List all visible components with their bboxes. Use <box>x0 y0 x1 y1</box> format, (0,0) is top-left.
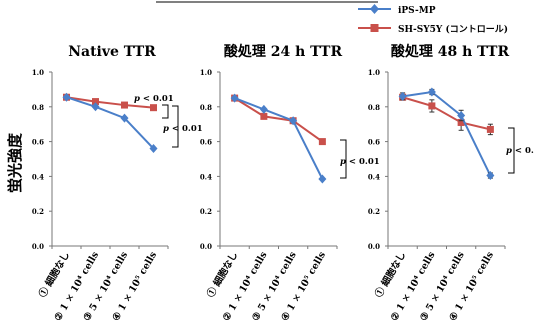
series-line-1 <box>66 96 154 109</box>
bracket-native-mid <box>162 104 169 119</box>
legend-square-marker-icon <box>370 24 379 32</box>
data-point-diamond <box>427 87 436 97</box>
data-point-square <box>92 98 99 106</box>
annotation-24h-1: p < 0.01 <box>340 157 380 167</box>
data-point-square <box>428 102 436 110</box>
y-tick-label: 0.8 <box>368 103 380 112</box>
y-tick-label: 0.2 <box>200 207 212 216</box>
y-tick-label: 0.6 <box>200 138 212 147</box>
y-tick-label: 0.2 <box>368 207 380 216</box>
y-axis-label: 蛍光強度 <box>6 132 24 193</box>
significance-labels: p < 0.01 p < 0.01 p < 0.01 p < 0.01 <box>134 94 534 167</box>
legend-label-ips-mp: iPS-MP <box>398 6 436 16</box>
series-line-0 <box>66 96 155 150</box>
series-line-0 <box>234 97 324 180</box>
data-point-diamond <box>62 92 71 102</box>
bracket-24h-end <box>340 139 347 179</box>
data-point-square <box>260 112 268 120</box>
bracket-48h-end <box>508 127 515 174</box>
series-line-1 <box>234 97 323 143</box>
legend-item-ips-mp: iPS-MP <box>358 4 436 16</box>
y-tick-label: 0.8 <box>32 103 44 112</box>
data-point-diamond <box>318 174 327 184</box>
chart-title: Native TTR <box>68 44 156 60</box>
y-tick-label: 0.4 <box>200 172 212 181</box>
y-tick-label: 0.0 <box>200 242 212 251</box>
y-tick-label: 0.0 <box>368 242 380 251</box>
legend-diamond-marker-icon <box>370 4 379 14</box>
legend-label-sh-sy5y: SH-SY5Y (コントロール) <box>398 24 508 35</box>
y-tick-label: 0.4 <box>32 172 44 181</box>
annotation-native-1: p < 0.01 <box>134 94 174 104</box>
data-point-diamond <box>398 91 407 101</box>
y-tick-label: 1.0 <box>200 68 212 77</box>
y-tick-label: 1.0 <box>32 68 44 77</box>
data-point-diamond <box>289 116 298 126</box>
data-point-square <box>150 104 157 112</box>
y-tick-label: 0.8 <box>200 103 212 112</box>
annotation-48h-1: p < 0.01 <box>506 146 534 156</box>
data-point-square <box>121 101 128 109</box>
bracket-native-end <box>172 105 179 148</box>
y-tick-label: 0.0 <box>32 242 44 251</box>
y-tick-label: 0.6 <box>368 138 380 147</box>
data-point-diamond <box>457 111 466 120</box>
y-tick-label: 0.2 <box>32 207 44 216</box>
chart-title: 酸処理 24 h TTR <box>224 43 343 60</box>
data-point-diamond <box>230 93 239 103</box>
annotation-24h-1-rest: < 0.01 <box>346 157 380 167</box>
y-axis-label-group: 蛍光強度 <box>6 132 24 193</box>
data-point-square <box>486 125 494 133</box>
y-tick-label: 0.4 <box>368 172 380 181</box>
annotation-native-1-rest: < 0.01 <box>140 94 174 104</box>
data-point-diamond <box>120 113 129 123</box>
significance-brackets <box>162 104 515 179</box>
chart-title: 酸処理 48 h TTR <box>391 43 510 60</box>
data-point-diamond <box>259 104 268 114</box>
legend: iPS-MP SH-SY5Y (コントロール) <box>358 4 508 35</box>
annotation-48h-1-rest: < 0.01 <box>512 146 534 156</box>
y-tick-label: 0.6 <box>32 138 44 147</box>
series-line-1 <box>402 96 491 131</box>
y-tick-label: 1.0 <box>368 68 380 77</box>
data-point-square <box>318 138 326 146</box>
data-point-diamond <box>149 144 158 154</box>
data-point-diamond <box>91 102 100 112</box>
legend-item-sh-sy5y: SH-SY5Y (コントロール) <box>358 24 508 35</box>
annotation-native-2: p < 0.01 <box>163 124 203 134</box>
annotation-native-2-rest: < 0.01 <box>169 124 203 134</box>
series-line-0 <box>402 90 492 176</box>
data-point-square <box>457 118 465 126</box>
data-point-diamond <box>486 171 495 181</box>
